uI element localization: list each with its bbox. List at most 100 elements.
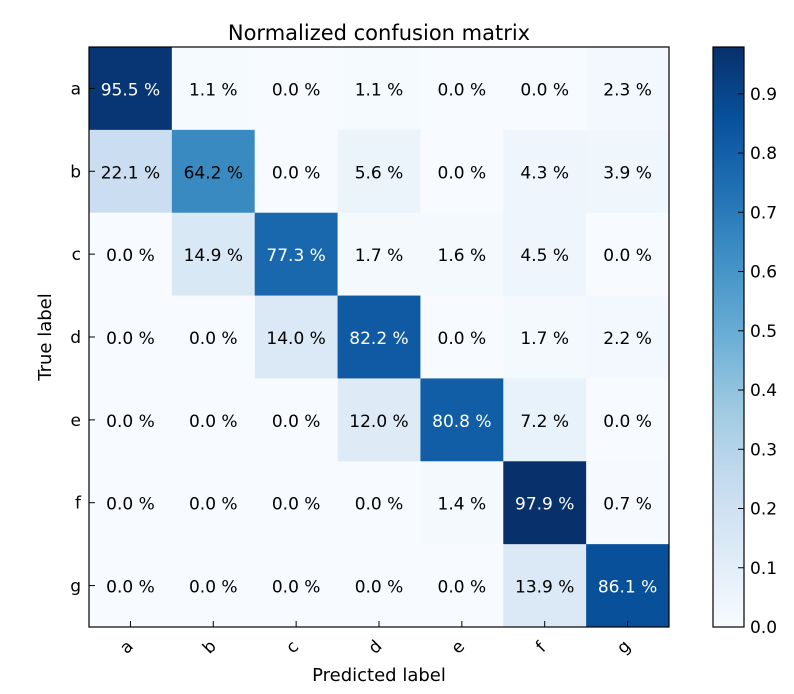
x-tick-label-a: a [116, 637, 138, 659]
x-tick-label-b: b [199, 637, 221, 659]
y-tick-label-f: f [75, 494, 82, 514]
heatmap-cell-e-e [420, 378, 504, 462]
cell-label-c-e: 1.6 % [438, 246, 487, 266]
heatmap-cell-f-g [586, 461, 670, 545]
colorbar-tick-label-6: 0.6 [750, 263, 777, 283]
y-tick-label-c: c [72, 245, 81, 265]
cell-label-g-a: 0.0 % [106, 578, 155, 598]
heatmap-cells [89, 47, 670, 628]
y-tick-label-b: b [70, 162, 81, 182]
heatmap-cell-f-a [89, 461, 173, 545]
cell-label-a-g: 2.3 % [603, 80, 652, 100]
heatmap-cell-a-f [503, 47, 587, 131]
cell-label-a-c: 0.0 % [272, 80, 321, 100]
cell-label-b-c: 0.0 % [272, 163, 321, 183]
heatmap-cell-e-b [171, 378, 256, 462]
heatmap-cell-c-d [337, 212, 421, 297]
cell-label-d-g: 2.2 % [603, 329, 652, 349]
heatmap-cell-d-c [254, 295, 339, 379]
cell-label-b-g: 3.9 % [603, 163, 652, 183]
heatmap-cell-d-d [337, 295, 421, 379]
colorbar-tick-label-0: 0.0 [750, 618, 777, 638]
heatmap-cell-b-g [586, 129, 670, 214]
cell-label-b-b: 64.2 % [184, 163, 243, 183]
heatmap-cell-e-a [89, 378, 173, 462]
y-tick-label-g: g [70, 577, 81, 597]
heatmap-cell-a-c [254, 47, 339, 131]
cell-label-c-d: 1.7 % [355, 246, 404, 266]
colorbar-tick-label-1: 0.1 [750, 559, 777, 579]
cell-label-c-b: 14.9 % [184, 246, 243, 266]
heatmap-cell-d-e [420, 295, 504, 379]
heatmap-cell-f-f [503, 461, 587, 545]
cell-label-a-f: 0.0 % [520, 80, 569, 100]
y-axis-label: True label [35, 293, 56, 382]
colorbar-tick-label-3: 0.3 [750, 440, 777, 460]
heatmap-cell-c-a [89, 212, 173, 297]
heatmap-cell-c-f [503, 212, 587, 297]
heatmap-cell-a-d [337, 47, 421, 131]
cell-label-f-a: 0.0 % [106, 495, 155, 515]
y-tick-label-d: d [70, 328, 81, 348]
cell-label-d-a: 0.0 % [106, 329, 155, 349]
heatmap-cell-e-d [337, 378, 421, 462]
heatmap-cell-c-g [586, 212, 670, 297]
heatmap-cell-a-a [89, 47, 173, 131]
cell-label-g-f: 13.9 % [515, 578, 574, 598]
cell-label-d-d: 82.2 % [349, 329, 408, 349]
cell-label-d-e: 0.0 % [438, 329, 487, 349]
colorbar-tick-label-7: 0.7 [750, 203, 777, 223]
cell-label-e-g: 0.0 % [603, 412, 652, 432]
colorbar-tick-label-8: 0.8 [750, 144, 777, 164]
heatmap-cell-f-b [171, 461, 256, 545]
heatmap-cell-f-c [254, 461, 339, 545]
cell-label-g-e: 0.0 % [438, 578, 487, 598]
chart-title: Normalized confusion matrix [228, 21, 530, 45]
heatmap-cell-e-g [586, 378, 670, 462]
cell-label-a-b: 1.1 % [189, 80, 238, 100]
heatmap-cell-b-c [254, 129, 339, 214]
heatmap-cell-e-c [254, 378, 339, 462]
heatmap-cell-a-g [586, 47, 670, 131]
heatmap-cell-b-e [420, 129, 504, 214]
cell-label-d-f: 1.7 % [520, 329, 569, 349]
heatmap-cell-g-d [337, 544, 421, 628]
heatmap-cell-d-a [89, 295, 173, 379]
cell-value-labels: 95.5 % 1.1 % 0.0 % 1.1 % 0.0 % 0.0 % 2.3 % 22.1… [101, 80, 658, 597]
heatmap-cell-f-d [337, 461, 421, 545]
heatmap-cell-g-c [254, 544, 339, 628]
colorbar-tick-label-2: 0.2 [750, 500, 777, 520]
cell-label-f-b: 0.0 % [189, 495, 238, 515]
heatmap-cell-g-a [89, 544, 173, 628]
colorbar-tick-label-5: 0.5 [750, 322, 777, 342]
cell-label-e-f: 7.2 % [520, 412, 569, 432]
cell-label-e-d: 12.0 % [349, 412, 408, 432]
colorbar-ticks: 0.0 0.1 0.2 0.3 0.4 0.5 0.6 0.7 0.8 0.9 [738, 85, 777, 638]
x-tick-label-d: d [365, 637, 387, 659]
cell-label-b-f: 4.3 % [520, 163, 569, 183]
x-axis-label: Predicted label [312, 665, 446, 686]
cell-label-e-b: 0.0 % [189, 412, 238, 432]
colorbar [712, 46, 745, 628]
cell-label-c-a: 0.0 % [106, 246, 155, 266]
heatmap-cell-b-f [503, 129, 587, 214]
cell-label-c-g: 0.0 % [603, 246, 652, 266]
y-tick-label-e: e [71, 411, 81, 431]
heatmap-cell-c-c [254, 212, 339, 297]
heatmap-cell-g-e [420, 544, 504, 628]
cell-label-b-e: 0.0 % [438, 163, 487, 183]
heatmap-cell-c-b [171, 212, 256, 297]
cell-label-g-c: 0.0 % [272, 578, 321, 598]
heatmap-cell-b-a [89, 129, 173, 214]
cell-label-f-f: 97.9 % [515, 495, 574, 515]
cell-label-d-b: 0.0 % [189, 329, 238, 349]
heatmap-cell-e-f [503, 378, 587, 462]
heatmap-cell-b-b [171, 129, 256, 214]
x-tick-label-f: f [532, 638, 551, 657]
cell-label-d-c: 14.0 % [266, 329, 325, 349]
cell-label-e-c: 0.0 % [272, 412, 321, 432]
heatmap-cell-c-e [420, 212, 504, 297]
heatmap-cell-d-b [171, 295, 256, 379]
